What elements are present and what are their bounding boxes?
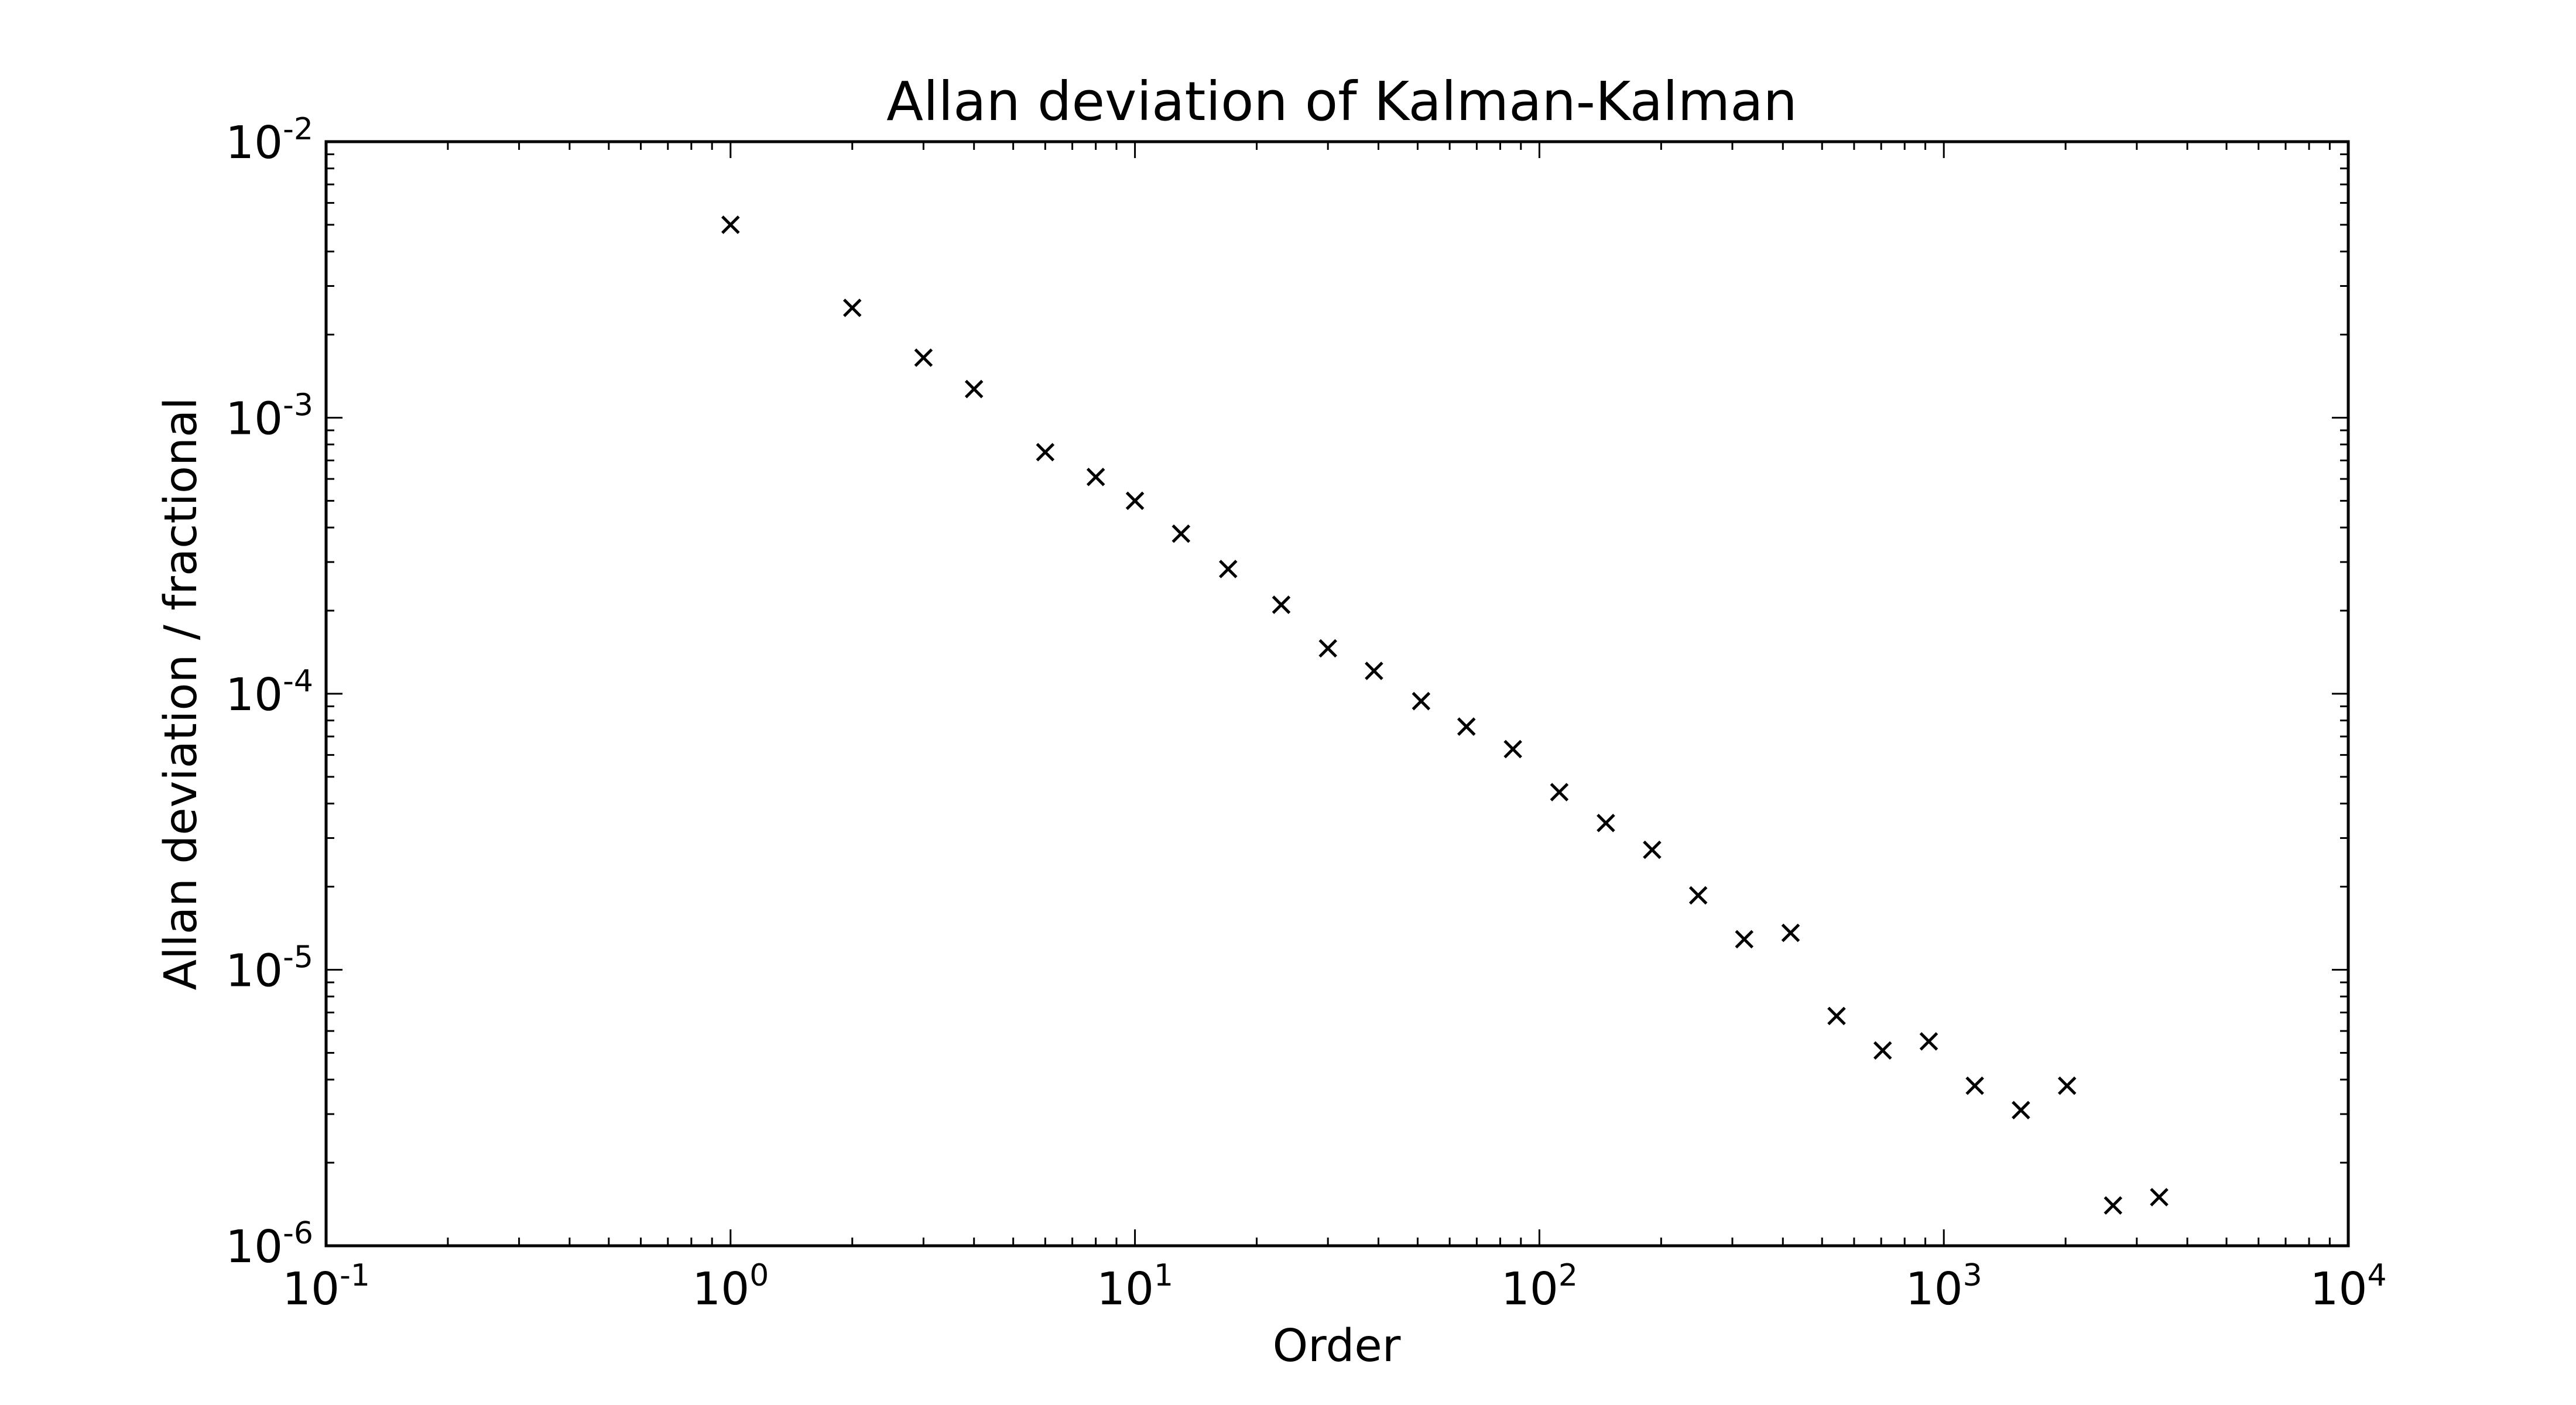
y-tick-label: 10-4 [225,664,313,721]
x-tick-label: 104 [2310,1258,2386,1315]
x-tick-label: 101 [1097,1258,1173,1315]
data-point [1643,840,1662,859]
data-point [914,348,933,367]
data-point [1965,1076,1984,1095]
ticks-layer [325,142,2348,1247]
y-axis-label: Allan deviation / fractional [155,397,207,990]
data-point [2057,1076,2077,1095]
x-tick-label: 100 [692,1258,769,1315]
data-point [1919,1032,1938,1051]
data-point [1827,1006,1846,1026]
data-point [1125,491,1145,510]
y-tick-label: 10-5 [225,940,313,998]
y-tick-label: 10-2 [225,112,313,169]
data-point [1873,1041,1892,1060]
data-point [1318,639,1337,658]
x-tick-label: 103 [1906,1258,1982,1315]
y-tick-label: 10-3 [225,388,313,446]
data-point [1688,886,1708,905]
data-point [1219,560,1238,578]
data-point [1412,691,1431,711]
data-point [1597,814,1615,832]
data-point [721,215,740,234]
chart-title: Allan deviation of Kalman-Kalman [886,70,1797,133]
data-point [1503,739,1522,759]
data-point [1272,595,1291,614]
data-point [1550,783,1569,801]
plot-frame [324,140,2350,1248]
data-point [2012,1101,2030,1120]
data-point [1365,662,1383,680]
y-tick-label: 10-6 [225,1216,313,1273]
x-tick-label: 10-1 [282,1258,370,1315]
data-point [2104,1196,2123,1215]
data-point [2150,1188,2169,1207]
data-point [842,299,862,317]
tick-labels-layer: 10-1 100 101 102 103 104 10-6 10-5 10-4 10-3 10-2 [225,112,2386,1315]
points-layer [721,215,2169,1215]
data-point [1036,443,1055,462]
data-point [1457,717,1476,736]
data-point [1781,923,1800,943]
data-point [964,379,984,399]
x-axis-label: Order [1273,1320,1401,1372]
data-point [1171,524,1191,543]
data-point [1735,930,1754,949]
data-point [1086,467,1105,486]
x-tick-label: 102 [1501,1258,1578,1315]
